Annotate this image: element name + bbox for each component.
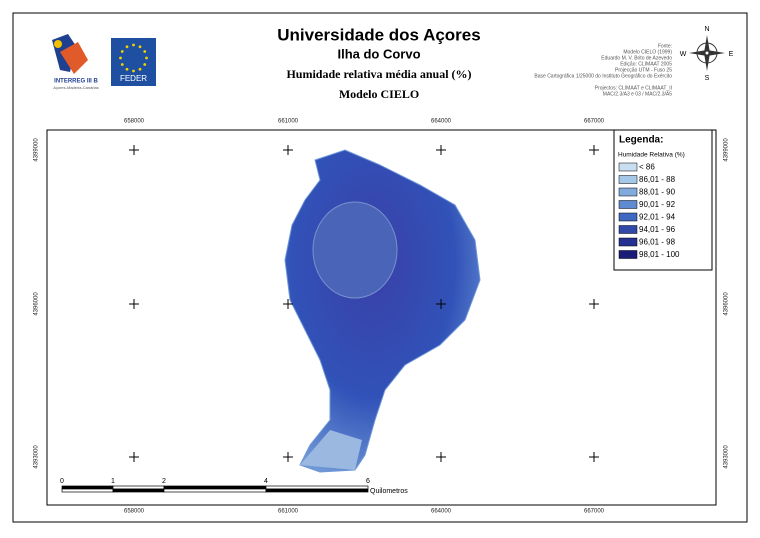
scale-segment xyxy=(112,488,165,493)
legend-title: Legenda: xyxy=(619,135,663,146)
easting-bottom: 664000 xyxy=(431,509,452,515)
interreg-label: INTERREG III B xyxy=(54,79,98,85)
scale-segment xyxy=(61,485,114,490)
legend-swatch xyxy=(618,200,638,209)
legend-box xyxy=(613,129,713,271)
island xyxy=(284,149,481,473)
legend-label: 94,01 - 96 xyxy=(639,225,676,234)
scale-label: 2 xyxy=(162,478,166,485)
star xyxy=(132,43,135,47)
legend-label: 90,01 - 92 xyxy=(639,200,676,209)
star xyxy=(132,69,135,73)
legend-swatch xyxy=(618,175,638,184)
scale-segment xyxy=(61,488,114,493)
compass-w: W xyxy=(680,51,687,58)
subtitle: Ilha do Corvo xyxy=(337,46,420,61)
compass-e: E xyxy=(729,51,734,58)
credit-line: Base Cartográfica 1/25000 do Instituto G… xyxy=(534,73,672,79)
star xyxy=(120,50,124,53)
easting-top: 664000 xyxy=(431,119,452,125)
interreg-logo: INTERREG III B Açores-Madeira-Canárias xyxy=(52,34,99,90)
northing-left: 4393000 xyxy=(34,445,40,469)
northing-right: 4393000 xyxy=(724,445,730,469)
crater xyxy=(312,201,398,299)
feder-logo: FEDER xyxy=(111,38,156,86)
lowland xyxy=(300,430,362,470)
legend-swatch xyxy=(618,225,638,234)
scale-label: 1 xyxy=(111,478,115,485)
credit-line: Projectos: CLIMAAT e CLIMAAT_II xyxy=(595,85,672,91)
star xyxy=(145,56,148,60)
credit-line: Projecção UTM - Fuso 25 xyxy=(615,67,672,73)
scale-label: 0 xyxy=(60,478,64,485)
legend-label: 86,01 - 88 xyxy=(639,175,676,184)
credit-line: Edição: CLIMAAT 2005 xyxy=(620,61,672,67)
scale-label: 4 xyxy=(264,478,268,485)
outer-frame xyxy=(12,12,748,523)
easting-top: 661000 xyxy=(278,119,299,125)
star xyxy=(125,45,129,49)
legend-label: 98,01 - 100 xyxy=(639,250,680,259)
star xyxy=(125,67,129,71)
compass-s: S xyxy=(705,75,710,82)
easting-top: 658000 xyxy=(124,119,145,125)
credit-line: MAC/2.3/A3 e 03 / MAC/2.3/A5 xyxy=(603,91,672,97)
legend-swatch xyxy=(618,237,638,247)
legend-swatch xyxy=(618,187,638,197)
northing-right: 4396000 xyxy=(724,292,730,316)
scale-unit: Quilometros xyxy=(370,488,408,495)
scale-segment xyxy=(163,488,267,493)
northing-left: 4399000 xyxy=(34,138,40,162)
easting-bottom: 658000 xyxy=(124,509,145,515)
legend-swatch xyxy=(618,250,638,259)
compass-n: N xyxy=(704,26,709,33)
easting-top: 667000 xyxy=(584,119,605,125)
legend-label: < 86 xyxy=(639,163,655,172)
legend-label: 96,01 - 98 xyxy=(639,238,676,247)
compass: N S E W xyxy=(680,26,734,82)
legend-subtitle: Humidade Relativa (%) xyxy=(618,152,685,159)
credit-line: Fonte: xyxy=(658,43,672,49)
theme: Humidade relativa média anual (%) xyxy=(286,67,471,81)
northing-right: 4399000 xyxy=(724,138,730,162)
star xyxy=(119,56,122,60)
scale-segment xyxy=(265,485,369,490)
northing-left: 4396000 xyxy=(34,292,40,316)
easting-bottom: 661000 xyxy=(278,509,299,515)
legend-swatch xyxy=(618,162,638,172)
feder-label: FEDER xyxy=(120,74,147,83)
credit-line: Modelo CIELO (1999) xyxy=(623,49,672,55)
interreg-sub: Açores-Madeira-Canárias xyxy=(53,85,99,90)
legend-swatch xyxy=(618,212,638,222)
star xyxy=(143,50,147,53)
scale-segment xyxy=(112,485,165,490)
star xyxy=(120,63,124,66)
star xyxy=(138,45,142,49)
credit-line: Eduardo M. V. Brito de Azevedo xyxy=(601,55,672,61)
legend-label: 92,01 - 94 xyxy=(639,213,676,222)
star xyxy=(138,67,142,71)
model: Modelo CIELO xyxy=(339,87,419,101)
title: Universidade dos Açores xyxy=(277,25,480,44)
scale-segment xyxy=(163,485,267,490)
star xyxy=(143,63,147,66)
easting-bottom: 667000 xyxy=(584,509,605,515)
scale-segment xyxy=(265,488,369,493)
scale-label: 6 xyxy=(366,478,370,485)
legend-label: 88,01 - 90 xyxy=(639,188,676,197)
